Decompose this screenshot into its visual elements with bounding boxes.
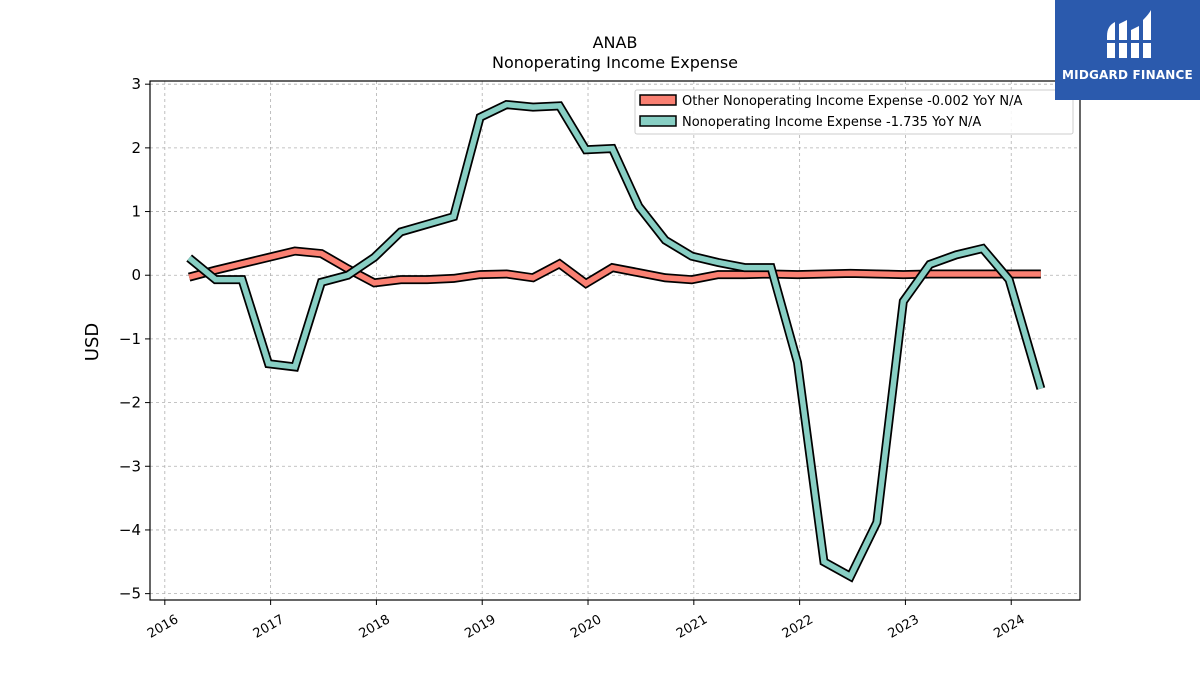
legend-label-other: Other Nonoperating Income Expense -0.002… [682,94,1022,109]
y-tick-label: 2 [131,139,141,157]
series-0 [187,246,1041,289]
y-tick-label: −2 [119,394,141,412]
y-tick-label: 0 [131,266,141,284]
y-tick-label: −5 [119,585,141,603]
plot-frame [149,80,1081,601]
chart-subtitle: Nonoperating Income Expense [492,53,738,72]
midgard-finance-logo: MIDGARD FINANCE [1055,0,1200,100]
y-tick-label: 3 [131,75,141,93]
legend-swatch-nonoperating [639,115,677,127]
legend-label-nonoperating: Nonoperating Income Expense -1.735 YoY N… [682,115,981,130]
y-tick-label: 1 [131,203,141,221]
logo-text: MIDGARD FINANCE [1062,68,1193,82]
y-axis-label: USD [82,323,103,361]
logo-mark-icon [1107,10,1151,58]
y-axis: −5 −4 −3 −2 −1 0 1 2 3 [119,75,150,603]
y-tick-label: −4 [119,521,141,539]
y-tick-label: −1 [119,330,141,348]
series-line [187,101,1044,581]
legend: Other Nonoperating Income Expense -0.002… [634,89,1074,135]
series-line [188,248,1041,287]
legend-box [634,89,1074,135]
series-lines [186,99,1046,583]
series-1 [186,99,1046,583]
legend-swatch-other [639,94,677,106]
y-tick-label: −3 [119,457,141,475]
grid [150,81,1080,600]
chart-title: ANAB [593,33,638,52]
